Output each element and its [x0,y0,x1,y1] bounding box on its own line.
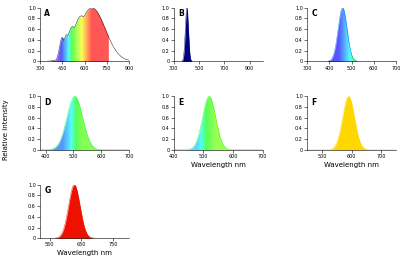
Text: F: F [312,98,317,107]
X-axis label: Wavelength nm: Wavelength nm [324,162,379,168]
X-axis label: Wavelength nm: Wavelength nm [190,162,246,168]
Text: B: B [178,9,184,18]
X-axis label: Wavelength nm: Wavelength nm [57,250,112,256]
Text: Relative intensity: Relative intensity [3,99,9,160]
Text: D: D [44,98,51,107]
Text: E: E [178,98,183,107]
Text: G: G [44,186,51,195]
Text: A: A [44,9,50,18]
Text: C: C [312,9,317,18]
